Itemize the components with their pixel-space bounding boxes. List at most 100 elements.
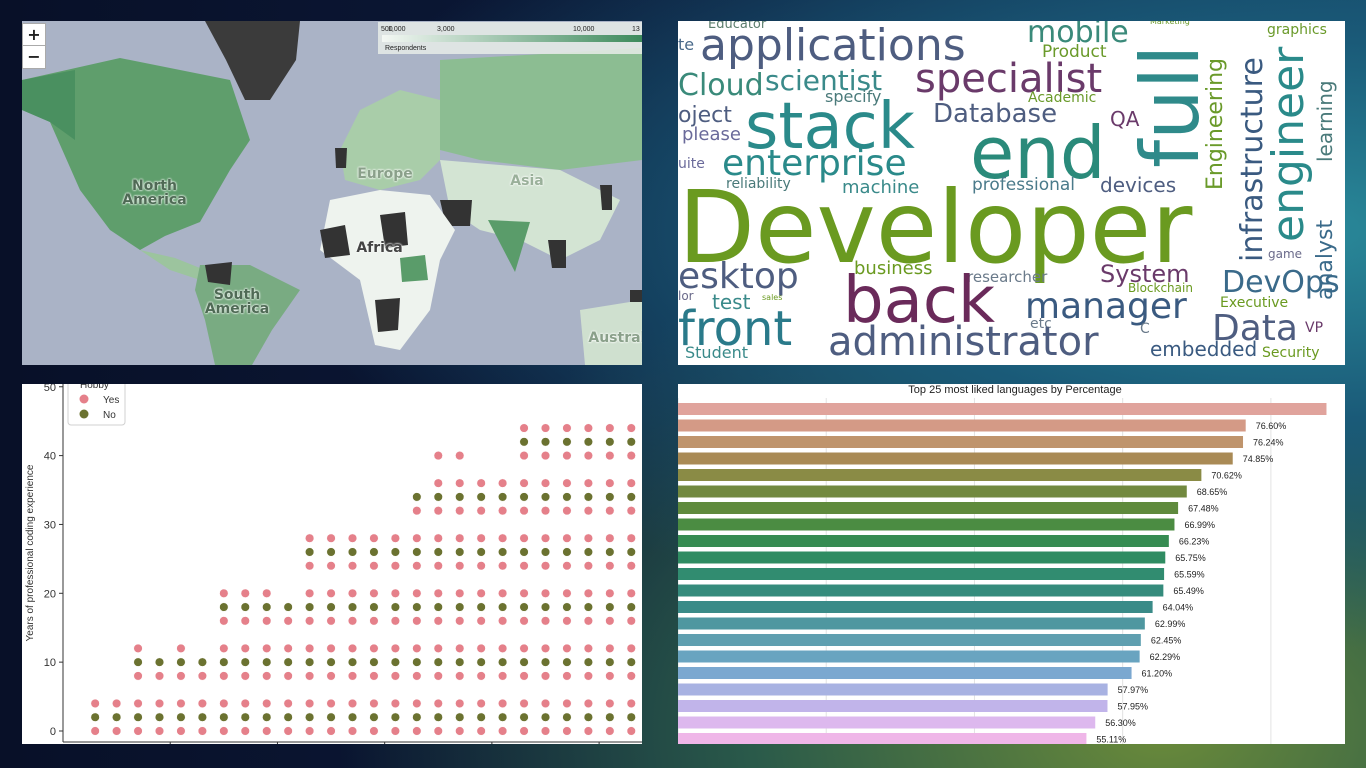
point (433, 657, 443, 667)
point (347, 588, 358, 598)
point (305, 712, 315, 722)
point (347, 671, 358, 681)
word: scientist (765, 64, 882, 97)
bar (678, 551, 1166, 564)
point (455, 547, 465, 557)
point (176, 712, 186, 722)
point (390, 657, 400, 667)
point (562, 657, 572, 667)
word: please (682, 124, 741, 145)
point (176, 643, 186, 653)
value-label: 56.30% (1105, 718, 1136, 728)
point (519, 437, 529, 447)
point (540, 423, 551, 433)
bar (678, 485, 1187, 498)
word: esktop (678, 256, 799, 297)
point (283, 657, 293, 667)
value-label: 57.97% (1118, 685, 1149, 695)
point (540, 616, 551, 626)
point (283, 643, 293, 653)
point (540, 437, 551, 447)
point (433, 698, 443, 708)
word: test (712, 290, 751, 314)
land (320, 190, 455, 350)
point (540, 506, 551, 516)
word: learning (1313, 80, 1337, 162)
point (240, 712, 250, 722)
point (626, 698, 636, 708)
word: stack (745, 90, 915, 164)
legend-marker (79, 394, 89, 404)
point (197, 726, 207, 736)
word: C (1140, 321, 1150, 337)
point (562, 726, 572, 736)
value-label: 76.24% (1253, 438, 1284, 448)
point (154, 698, 165, 708)
point (412, 547, 422, 557)
word: Student (685, 343, 748, 362)
point (626, 726, 636, 736)
point (240, 616, 250, 626)
word: back (843, 264, 995, 338)
point (326, 533, 336, 543)
point (498, 506, 508, 516)
point (133, 657, 143, 667)
y-tick-label: 50 (44, 384, 56, 394)
point (262, 616, 272, 626)
bar (678, 601, 1153, 613)
point (562, 492, 572, 502)
scatter-chart: Years of professional coding experience … (25, 384, 642, 744)
point (626, 602, 636, 612)
zoom-out-button[interactable]: − (22, 45, 46, 69)
point (433, 506, 443, 516)
land (320, 225, 350, 258)
point (540, 726, 551, 736)
point (262, 588, 272, 598)
map-label: Africa (356, 240, 403, 256)
point (583, 423, 593, 433)
word: specialist (915, 56, 1102, 102)
point (262, 671, 272, 681)
point (540, 492, 551, 502)
point (154, 712, 165, 722)
point (498, 547, 508, 557)
point (219, 726, 229, 736)
y-tick-label: 40 (44, 451, 56, 463)
zoom-in-button[interactable]: + (22, 23, 46, 47)
word: manager (1025, 286, 1187, 327)
point (305, 547, 315, 557)
value-label: 66.99% (1184, 520, 1215, 530)
word: Database (933, 99, 1057, 129)
word: System (1100, 260, 1190, 288)
point (326, 671, 336, 681)
point (626, 547, 636, 557)
point (498, 588, 508, 598)
word: Executive (1220, 295, 1288, 311)
word: game (1268, 247, 1302, 261)
bar (678, 700, 1108, 712)
point (626, 478, 636, 488)
point (176, 698, 186, 708)
point (112, 698, 122, 708)
legend-label: Yes (103, 395, 119, 406)
point (154, 726, 165, 736)
point (305, 657, 315, 667)
point (476, 616, 486, 626)
point (540, 588, 551, 598)
point (519, 423, 529, 433)
point (90, 712, 100, 722)
value-label: 76.60% (1256, 421, 1287, 431)
bar (678, 568, 1165, 580)
point (412, 506, 422, 516)
land (22, 70, 75, 140)
word: embedded (1150, 337, 1257, 361)
point (519, 561, 529, 571)
land (205, 262, 232, 285)
bar (678, 617, 1145, 630)
point (583, 698, 593, 708)
point (390, 547, 400, 557)
point (90, 698, 100, 708)
bar-chart: Top 25 most liked languages by Percentag… (678, 384, 1327, 744)
point (519, 643, 529, 653)
